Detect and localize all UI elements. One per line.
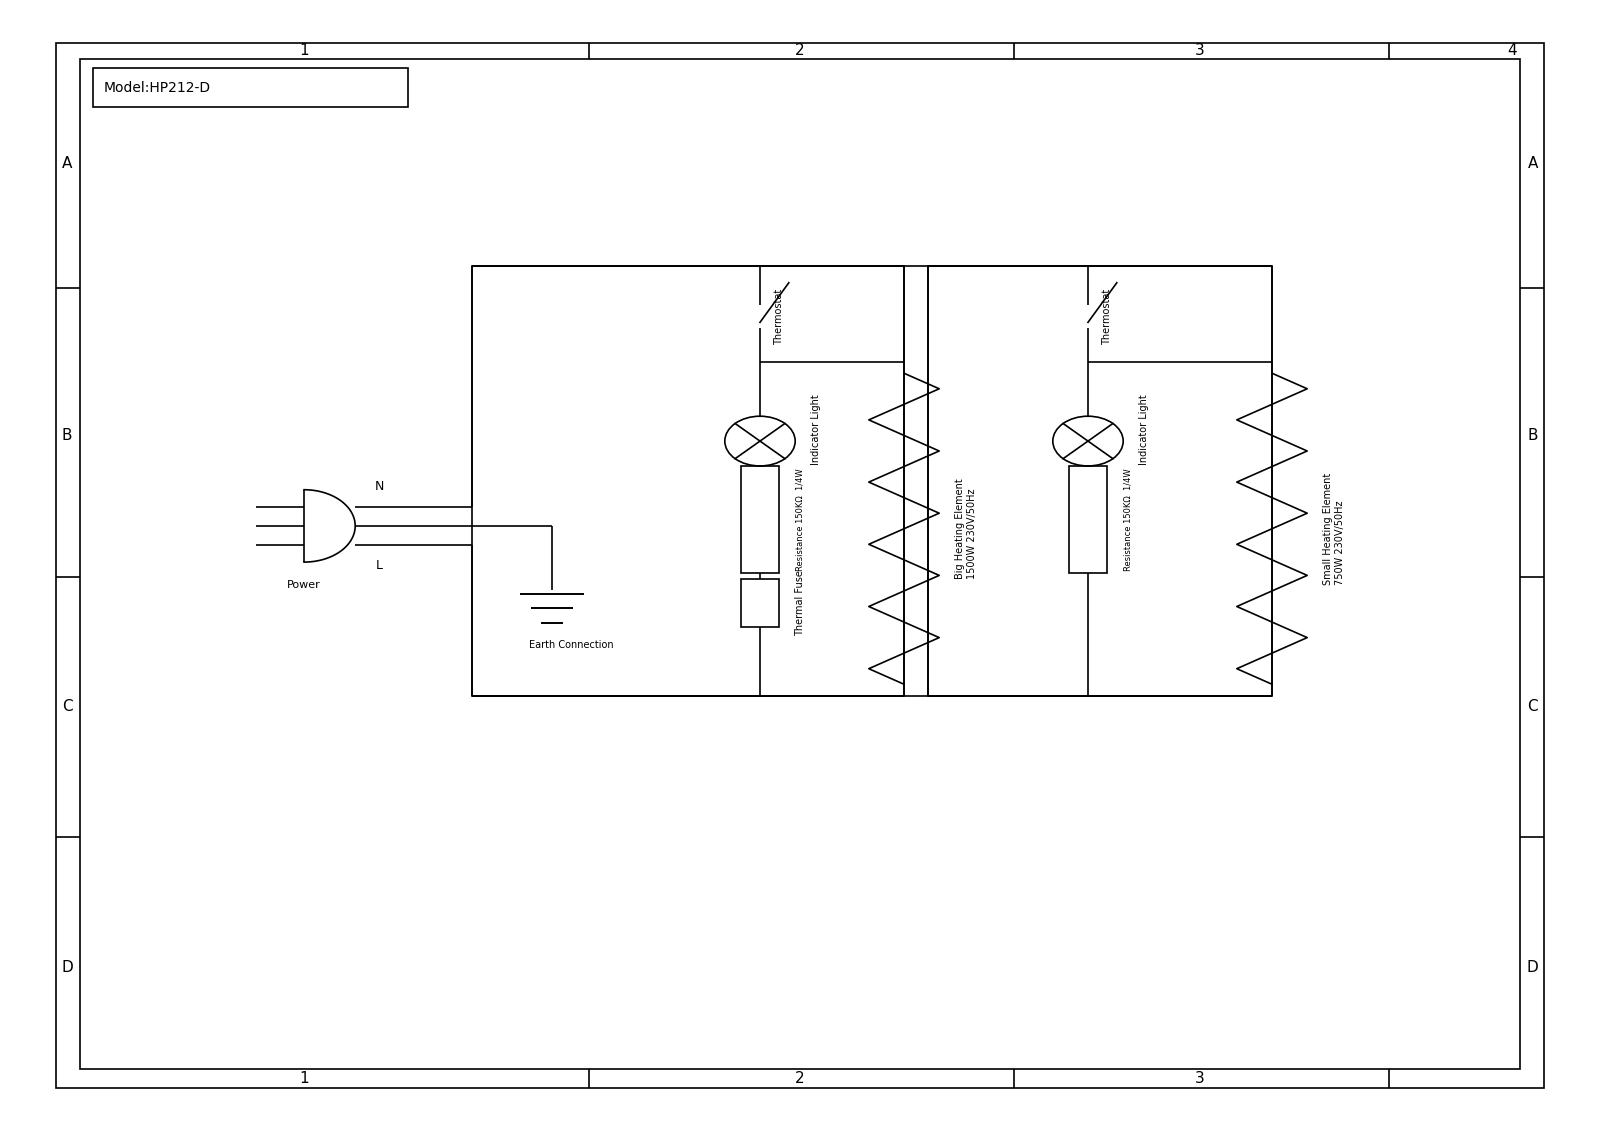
Text: D: D [61, 959, 74, 975]
Text: A: A [62, 156, 72, 172]
Text: Big Heating Element
1500W 230V/50Hz: Big Heating Element 1500W 230V/50Hz [955, 478, 976, 579]
Text: C: C [62, 699, 72, 715]
Text: Thermal Fuse: Thermal Fuse [795, 570, 805, 636]
Text: Indicator Light: Indicator Light [1139, 395, 1149, 465]
Text: 3: 3 [1195, 1071, 1205, 1087]
Text: Indicator Light: Indicator Light [811, 395, 821, 465]
Text: A: A [1528, 156, 1538, 172]
Text: N: N [374, 480, 384, 493]
Text: L: L [376, 559, 382, 572]
Text: 2: 2 [795, 1071, 805, 1087]
Text: Earth Connection: Earth Connection [530, 640, 613, 649]
Text: 3: 3 [1195, 43, 1205, 59]
Text: B: B [1528, 428, 1538, 443]
Text: Thermostat: Thermostat [1102, 288, 1112, 345]
Text: 2: 2 [795, 43, 805, 59]
Text: B: B [62, 428, 72, 443]
Text: 1: 1 [299, 1071, 309, 1087]
Text: 4: 4 [1507, 43, 1517, 59]
Text: Power: Power [286, 580, 322, 589]
Text: Resistance 150KΩ  1/4W: Resistance 150KΩ 1/4W [1123, 468, 1133, 571]
Text: Resistance 150KΩ  1/4W: Resistance 150KΩ 1/4W [795, 468, 805, 571]
Text: C: C [1528, 699, 1538, 715]
Text: 1: 1 [299, 43, 309, 59]
Text: Thermostat: Thermostat [774, 288, 784, 345]
Text: D: D [1526, 959, 1539, 975]
Text: Small Heating Element
750W 230V/50Hz: Small Heating Element 750W 230V/50Hz [1323, 473, 1344, 585]
Text: Model:HP212-D: Model:HP212-D [104, 81, 211, 95]
